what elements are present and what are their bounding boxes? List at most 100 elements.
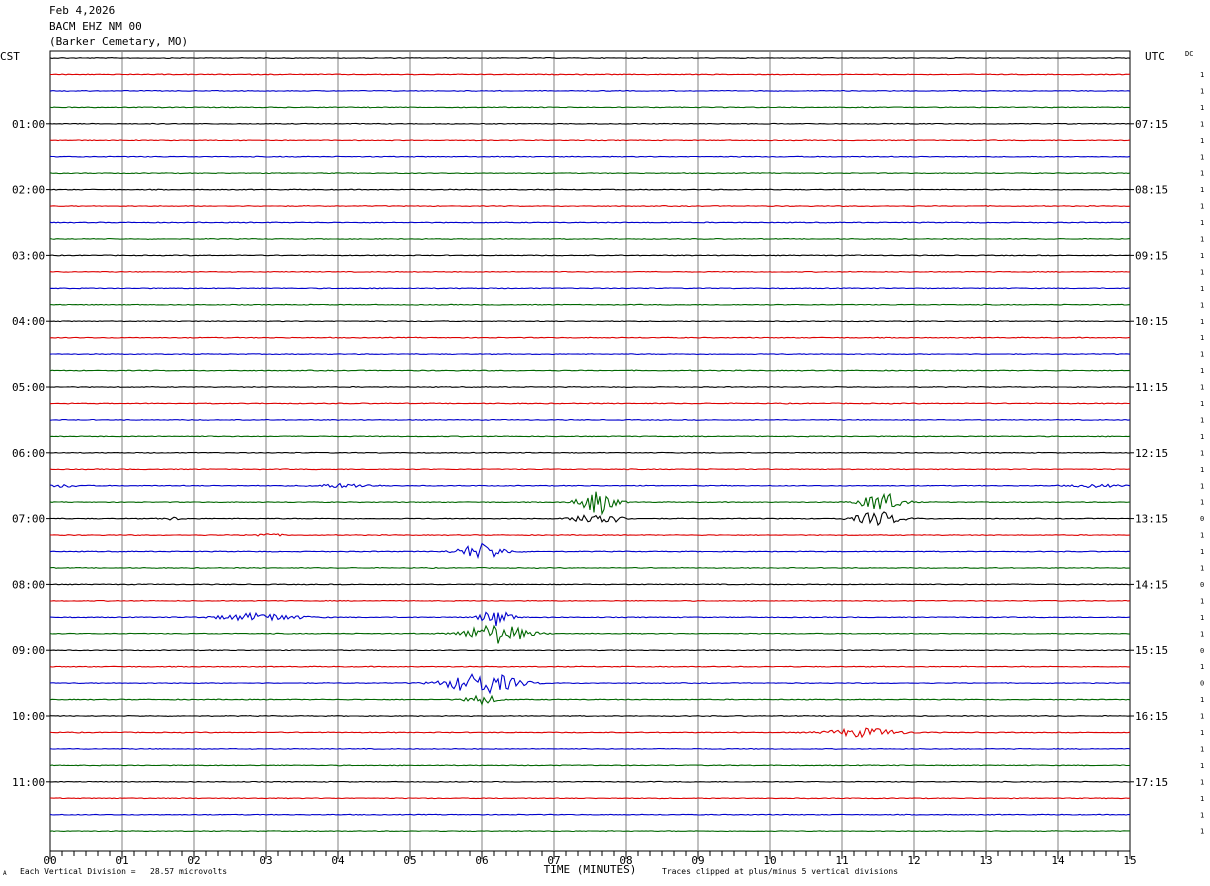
x-tick-label: 04: [331, 854, 345, 867]
dc-value: 1: [1200, 778, 1204, 786]
right-hour-label: 12:15: [1135, 447, 1168, 460]
x-tick-label: 13: [979, 854, 992, 867]
dc-value: 1: [1200, 104, 1204, 112]
dc-value: 1: [1200, 203, 1204, 211]
trace-line: [49, 813, 1131, 816]
trace-line: [49, 172, 1131, 175]
dc-value: 0: [1200, 515, 1204, 523]
left-hour-label: 03:00: [12, 249, 45, 262]
trace-line: [49, 491, 1131, 516]
right-hour-label: 14:15: [1135, 578, 1168, 591]
dc-value: 1: [1200, 795, 1204, 803]
dc-value: 1: [1200, 351, 1204, 359]
trace-line: [49, 727, 1131, 739]
dc-value: 1: [1200, 565, 1204, 573]
x-tick-label: 02: [187, 854, 200, 867]
right-hour-label: 07:15: [1135, 118, 1168, 131]
trace-line: [49, 353, 1131, 356]
trace-line: [50, 780, 1130, 783]
dc-value: 1: [1200, 318, 1204, 326]
trace-line: [49, 797, 1131, 800]
dc-value: 1: [1200, 729, 1204, 737]
trace-line: [49, 435, 1131, 438]
trace-line: [49, 270, 1131, 273]
dc-value: 1: [1200, 334, 1204, 342]
trace-line: [49, 402, 1130, 405]
dc-value: 1: [1200, 219, 1204, 227]
dc-value: 1: [1200, 466, 1204, 474]
dc-value: 1: [1200, 186, 1204, 194]
left-hour-label: 10:00: [12, 710, 45, 723]
dc-value: 1: [1200, 170, 1204, 178]
header-location: (Barker Cemetary, MO): [49, 35, 189, 48]
right-hour-label: 08:15: [1135, 184, 1168, 197]
trace-line: [49, 649, 1131, 652]
right-hour-label: 17:15: [1135, 776, 1168, 789]
scale-note: Each Vertical Division = 28.57 microvolt…: [20, 867, 228, 876]
left-hour-label: 02:00: [12, 184, 45, 197]
dc-value: 1: [1200, 71, 1204, 79]
trace-line: [49, 205, 1131, 208]
left-hour-label: 05:00: [12, 381, 45, 394]
dc-value: 0: [1200, 581, 1204, 589]
trace-line: [49, 303, 1131, 306]
right-hour-label: 16:15: [1135, 710, 1168, 723]
x-tick-label: 00: [43, 854, 56, 867]
trace-line: [49, 155, 1131, 158]
trace-line: [49, 624, 1131, 644]
x-tick-label: 07: [547, 854, 560, 867]
x-tick-label: 03: [259, 854, 272, 867]
dc-value: 1: [1200, 236, 1204, 244]
trace-line: [49, 386, 1130, 388]
left-hour-label: 06:00: [12, 447, 45, 460]
right-hour-label: 09:15: [1135, 249, 1168, 262]
trace-line: [49, 188, 1131, 191]
dc-value: 1: [1200, 630, 1204, 638]
x-tick-label: 06: [475, 854, 488, 867]
right-hour-label: 15:15: [1135, 644, 1168, 657]
trace-line: [49, 764, 1131, 767]
plot-frame: [49, 50, 1131, 852]
x-tick-label: 08: [619, 854, 632, 867]
dc-value: 1: [1200, 120, 1204, 128]
x-axis-label: TIME (MINUTES): [544, 863, 637, 876]
dc-label: DC: [1185, 50, 1193, 58]
trace-line: [49, 542, 1131, 560]
right-hour-label: 10:15: [1135, 315, 1168, 328]
dc-value: 1: [1200, 499, 1204, 507]
left-hour-label: 09:00: [12, 644, 45, 657]
left-hour-label: 01:00: [12, 118, 45, 131]
trace-line: [49, 254, 1131, 257]
dc-value: 1: [1200, 153, 1204, 161]
left-hour-label: 11:00: [12, 776, 45, 789]
dc-value: 1: [1200, 696, 1204, 704]
trace-line: [49, 673, 1131, 695]
dc-value: 1: [1200, 252, 1204, 260]
dc-value: 1: [1200, 663, 1204, 671]
x-tick-label: 12: [907, 854, 920, 867]
left-hour-label: 08:00: [12, 578, 45, 591]
dc-value: 1: [1200, 548, 1204, 556]
dc-value: 1: [1200, 137, 1204, 145]
dc-value: 1: [1200, 762, 1204, 770]
trace-line: [49, 665, 1131, 668]
trace-line: [49, 611, 1131, 627]
trace-line: [49, 566, 1130, 569]
x-tick-label: 10: [763, 854, 776, 867]
dc-value: 1: [1200, 384, 1204, 392]
left-hour-label: 04:00: [12, 315, 45, 328]
trace-line: [49, 418, 1131, 421]
header-date: Feb 4,2026: [49, 4, 116, 17]
dc-value: 1: [1200, 87, 1204, 95]
dc-value: 1: [1200, 433, 1204, 441]
dc-value: 1: [1200, 532, 1204, 540]
dc-value: 1: [1200, 285, 1204, 293]
trace-line: [49, 106, 1131, 109]
corner-mark: A: [3, 870, 7, 877]
trace-line: [49, 369, 1131, 372]
dc-value: 1: [1200, 597, 1204, 605]
trace-line: [49, 139, 1131, 142]
dc-value: 1: [1200, 713, 1204, 721]
right-hour-label: 11:15: [1135, 381, 1168, 394]
